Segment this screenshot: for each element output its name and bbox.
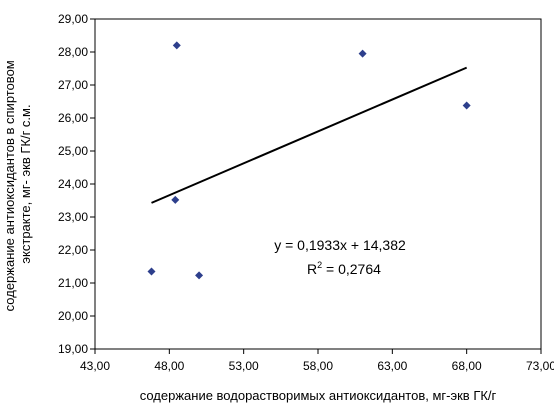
data-point — [195, 271, 204, 280]
x-axis-ticks: 43,00 48,00 53,00 58,00 63,00 68,00 73,00 — [80, 349, 554, 373]
data-point — [462, 101, 471, 110]
x-tick-label: 68,00 — [452, 359, 482, 373]
y-tick-label: 23,00 — [58, 210, 88, 224]
x-tick-label: 58,00 — [303, 359, 333, 373]
x-axis-title: содержание водорастворимых антиоксиданто… — [140, 388, 497, 403]
y-tick-label: 24,00 — [58, 177, 88, 191]
data-point — [358, 49, 367, 58]
y-tick-label: 28,00 — [58, 45, 88, 59]
y-tick-label: 20,00 — [58, 309, 88, 323]
r-squared-prefix: R — [307, 261, 317, 277]
y-axis-ticks: 19,00 20,00 21,00 22,00 23,00 24,00 25,00 26,00… — [58, 12, 95, 356]
y-tick-label: 26,00 — [58, 111, 88, 125]
x-tick-label: 53,00 — [229, 359, 259, 373]
y-tick-label: 29,00 — [58, 12, 88, 26]
r-squared-value: = 0,2764 — [322, 261, 381, 277]
y-axis-title: содержание антиоксидантов в спиртовом эк… — [2, 57, 33, 312]
y-axis-title-line-1: содержание антиоксидантов в спиртовом — [2, 60, 17, 311]
plot-area — [94, 18, 542, 350]
x-tick-label: 73,00 — [526, 359, 554, 373]
y-tick-label: 27,00 — [58, 78, 88, 92]
data-point — [147, 267, 156, 276]
y-tick-label: 19,00 — [58, 342, 88, 356]
x-tick-label: 43,00 — [80, 359, 110, 373]
trend-line — [151, 66, 468, 204]
data-points — [147, 41, 471, 280]
y-tick-label: 21,00 — [58, 276, 88, 290]
data-point — [172, 41, 181, 50]
r-squared-exponent: 2 — [317, 260, 322, 270]
y-tick-label: 22,00 — [58, 243, 88, 257]
data-point — [171, 195, 180, 204]
y-tick-label: 25,00 — [58, 144, 88, 158]
x-tick-label: 63,00 — [377, 359, 407, 373]
x-tick-label: 48,00 — [154, 359, 184, 373]
trend-equation: y = 0,1933x + 14,382 — [274, 237, 406, 253]
y-axis-title-line-2: экстракте, мг- экв ГК/г с.м. — [18, 104, 33, 263]
r-squared: R2 = 0,2764 — [307, 260, 381, 277]
